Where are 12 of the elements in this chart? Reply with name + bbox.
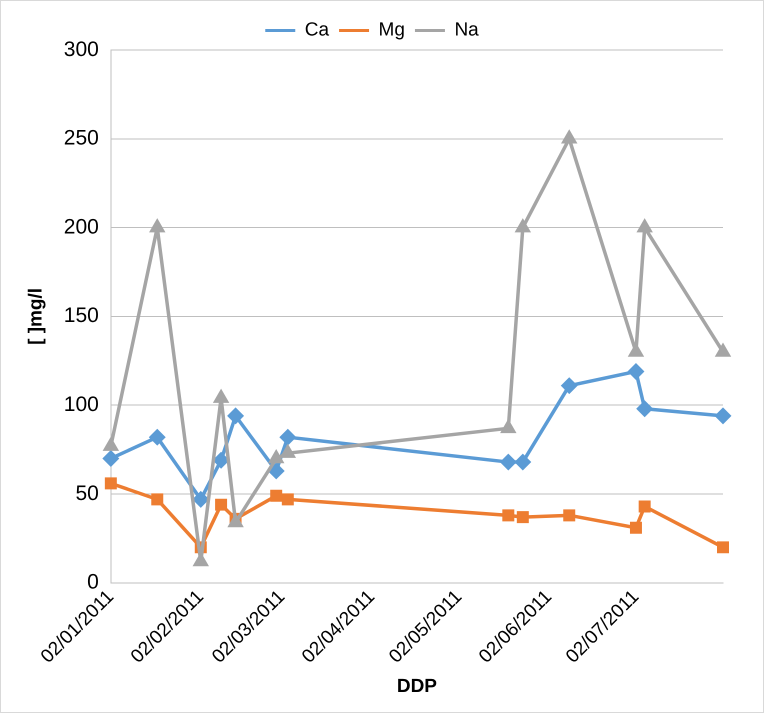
legend-label: Mg: [378, 20, 405, 41]
y-tick-label: 150: [64, 304, 99, 328]
y-tick-label: 250: [64, 126, 99, 150]
y-tick-label: 300: [64, 38, 99, 61]
y-tick-label: 100: [64, 393, 99, 416]
y-tick-label: 200: [64, 215, 99, 238]
legend-label: Na: [454, 20, 480, 41]
legend-label: Ca: [304, 20, 330, 41]
y-tick-label: 0: [87, 570, 99, 594]
y-axis-title: [ ]mg/l: [26, 288, 47, 345]
x-axis-title: DDP: [396, 676, 438, 697]
y-tick-label: 50: [75, 482, 99, 505]
